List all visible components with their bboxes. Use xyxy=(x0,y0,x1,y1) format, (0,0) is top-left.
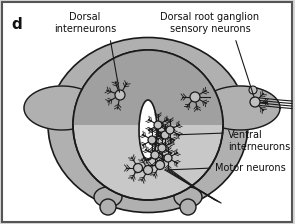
Circle shape xyxy=(161,131,169,139)
Circle shape xyxy=(166,126,174,134)
Text: Dorsal root ganglion
sensory neurons: Dorsal root ganglion sensory neurons xyxy=(160,12,260,34)
Circle shape xyxy=(154,121,162,129)
FancyBboxPatch shape xyxy=(2,2,292,222)
Text: Ventral
interneurons: Ventral interneurons xyxy=(228,130,290,152)
Ellipse shape xyxy=(174,187,202,207)
Ellipse shape xyxy=(94,187,122,207)
Circle shape xyxy=(164,154,172,162)
Ellipse shape xyxy=(48,37,248,213)
Circle shape xyxy=(180,199,196,215)
Circle shape xyxy=(100,199,116,215)
Circle shape xyxy=(250,97,260,107)
Text: Dorsal
interneurons: Dorsal interneurons xyxy=(54,12,116,34)
Ellipse shape xyxy=(139,100,157,160)
Circle shape xyxy=(151,151,159,159)
Polygon shape xyxy=(200,86,280,130)
Text: d: d xyxy=(11,17,22,32)
Circle shape xyxy=(143,166,153,174)
Circle shape xyxy=(73,50,223,200)
Circle shape xyxy=(249,86,257,94)
Polygon shape xyxy=(24,86,100,130)
Circle shape xyxy=(115,90,125,100)
Wedge shape xyxy=(73,50,223,125)
Circle shape xyxy=(148,136,156,144)
Circle shape xyxy=(190,92,200,102)
Circle shape xyxy=(155,161,165,170)
Circle shape xyxy=(134,164,142,172)
Text: Motor neurons: Motor neurons xyxy=(215,163,286,173)
Circle shape xyxy=(158,144,166,152)
